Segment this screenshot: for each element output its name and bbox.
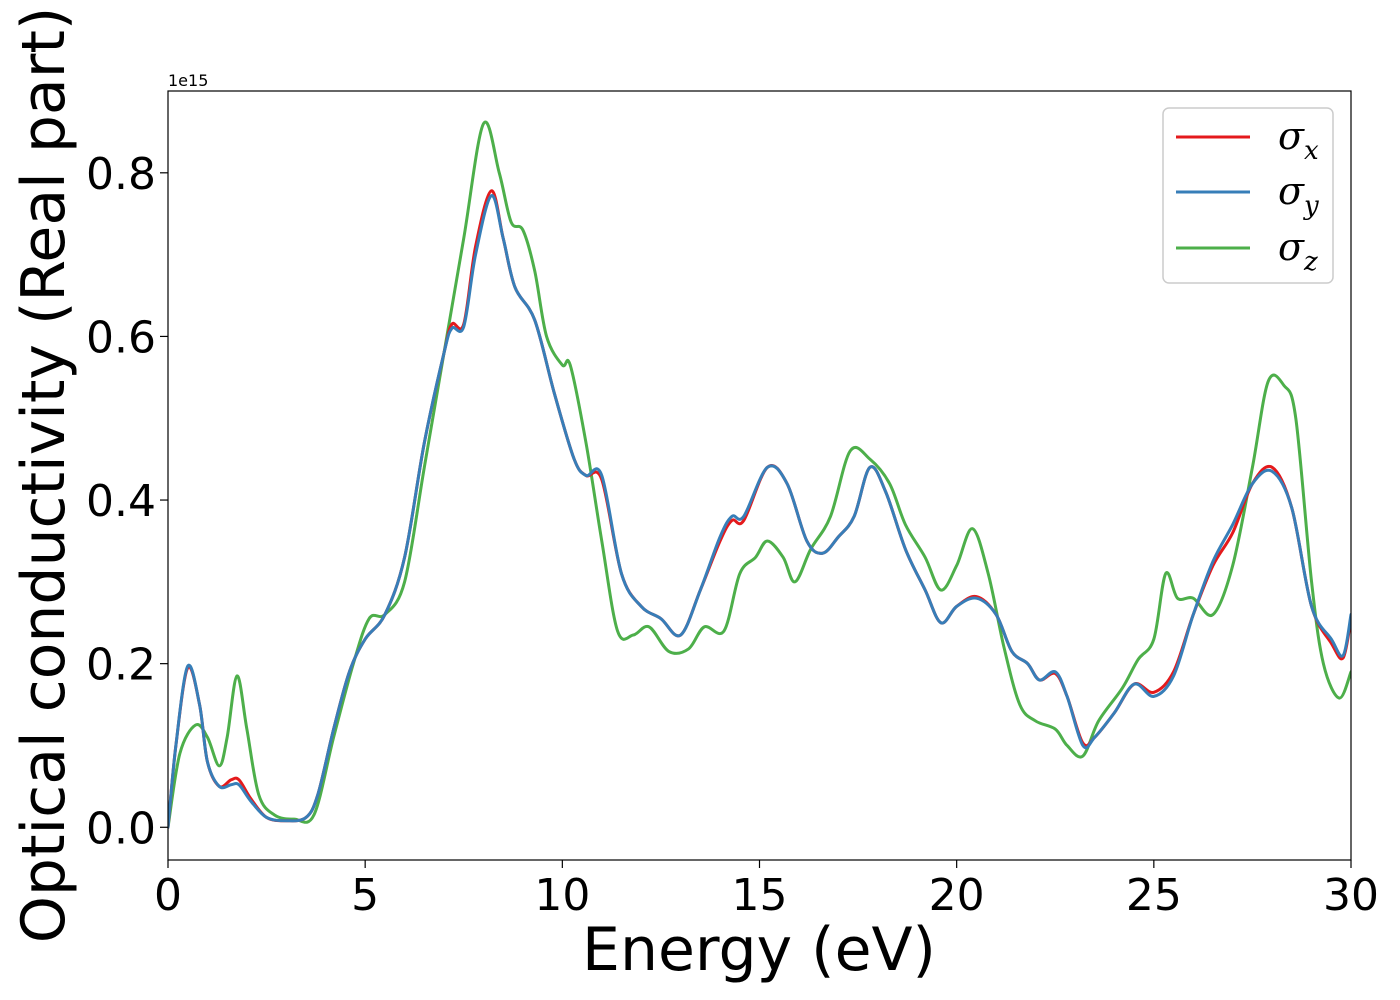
x-tick-label: 0 [154, 870, 182, 921]
x-tick-label: 25 [1126, 870, 1182, 921]
plot-frame [167, 90, 1352, 861]
y-tick-label: 0.2 [86, 640, 156, 691]
legend-label-sigma-x: σx [1278, 114, 1319, 166]
x-tick-label: 30 [1323, 870, 1379, 921]
x-tick-label: 10 [534, 870, 590, 921]
y-tick-label: 0.0 [86, 803, 156, 854]
y-tick-label: 0.8 [86, 149, 156, 200]
x-axis-title: Energy (eV) [582, 915, 936, 985]
legend-box [1162, 107, 1334, 284]
x-tick-label: 20 [929, 870, 985, 921]
y-axis-title: Optical conductivity (Real part) [9, 7, 79, 944]
y-tick-label: 0.4 [86, 476, 156, 527]
y-offset-label: 1e15 [168, 71, 208, 90]
series-line-sigma-z [168, 120, 1351, 829]
x-tick-label: 5 [351, 870, 379, 921]
legend-label-sigma-z: σz [1278, 225, 1318, 277]
series-layer [168, 120, 1351, 829]
ticks-layer: 0 5 10 15 20 25 30 0.0 0.2 0.4 0.6 0.8 [86, 149, 1379, 921]
series-line-sigma-y [168, 194, 1351, 829]
x-tick-label: 15 [732, 870, 788, 921]
y-tick-label: 0.6 [86, 312, 156, 363]
legend-label-sigma-y: σy [1278, 169, 1319, 221]
